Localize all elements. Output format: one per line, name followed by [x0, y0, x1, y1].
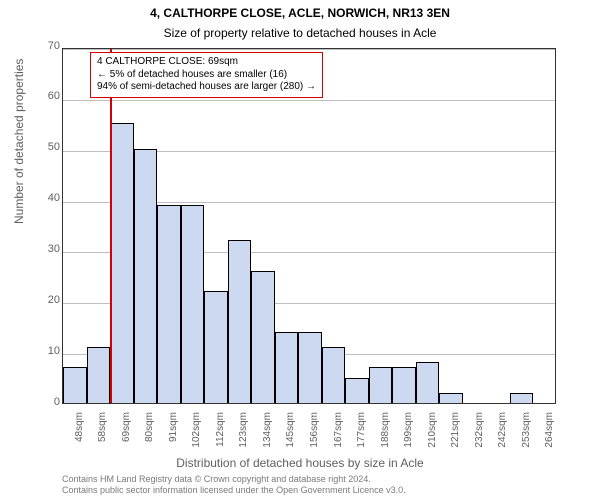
info-callout: 4 CALTHORPE CLOSE: 69sqm ← 5% of detache… — [90, 52, 323, 98]
x-tick-label: 177sqm — [356, 412, 367, 452]
histogram-bar — [510, 393, 534, 403]
gridline — [63, 100, 555, 101]
x-tick-label: 102sqm — [191, 412, 202, 452]
histogram-bar — [416, 362, 440, 403]
x-tick-label: 210sqm — [427, 412, 438, 452]
y-tick-label: 0 — [32, 396, 60, 408]
histogram-bar — [181, 205, 205, 403]
y-tick-label: 10 — [32, 345, 60, 357]
plot-area — [62, 48, 556, 404]
histogram-bar — [392, 367, 416, 403]
x-tick-label: 80sqm — [144, 412, 155, 452]
x-tick-label: 232sqm — [474, 412, 485, 452]
footer-line-2: Contains public sector information licen… — [62, 485, 406, 496]
histogram-bar — [157, 205, 181, 403]
x-tick-label: 221sqm — [450, 412, 461, 452]
x-axis-label: Distribution of detached houses by size … — [0, 456, 600, 470]
y-tick-label: 70 — [32, 40, 60, 52]
x-tick-label: 134sqm — [262, 412, 273, 452]
y-tick-label: 30 — [32, 243, 60, 255]
histogram-bar — [275, 332, 299, 403]
x-tick-label: 188sqm — [380, 412, 391, 452]
footer-line-1: Contains HM Land Registry data © Crown c… — [62, 474, 406, 485]
reference-line — [110, 49, 112, 403]
info-line-1: 4 CALTHORPE CLOSE: 69sqm — [97, 56, 316, 69]
x-tick-label: 199sqm — [403, 412, 414, 452]
x-tick-label: 264sqm — [544, 412, 555, 452]
x-tick-label: 167sqm — [333, 412, 344, 452]
x-tick-label: 91sqm — [168, 412, 179, 452]
x-tick-label: 112sqm — [215, 412, 226, 452]
histogram-bar — [87, 347, 111, 403]
histogram-bar — [228, 240, 252, 403]
histogram-bar — [63, 367, 87, 403]
x-tick-label: 48sqm — [74, 412, 85, 452]
x-tick-label: 253sqm — [521, 412, 532, 452]
info-line-3: 94% of semi-detached houses are larger (… — [97, 81, 316, 94]
histogram-bar — [322, 347, 346, 403]
histogram-bar — [369, 367, 393, 403]
x-tick-label: 69sqm — [121, 412, 132, 452]
histogram-bar — [110, 123, 134, 403]
x-tick-label: 156sqm — [309, 412, 320, 452]
x-tick-label: 145sqm — [285, 412, 296, 452]
histogram-bar — [204, 291, 228, 403]
y-axis-label: Number of detached properties — [12, 59, 26, 224]
histogram-bar — [134, 149, 158, 403]
chart-subtitle: Size of property relative to detached ho… — [0, 26, 600, 40]
histogram-bar — [298, 332, 322, 403]
histogram-bar — [345, 378, 369, 403]
histogram-bar — [251, 271, 275, 403]
chart-title: 4, CALTHORPE CLOSE, ACLE, NORWICH, NR13 … — [0, 6, 600, 20]
info-line-2: ← 5% of detached houses are smaller (16) — [97, 69, 316, 82]
gridline — [63, 49, 555, 50]
y-tick-label: 20 — [32, 294, 60, 306]
x-tick-label: 123sqm — [238, 412, 249, 452]
histogram-bar — [439, 393, 463, 403]
y-tick-label: 40 — [32, 192, 60, 204]
y-tick-label: 60 — [32, 90, 60, 102]
footer-attribution: Contains HM Land Registry data © Crown c… — [62, 474, 406, 497]
x-tick-label: 58sqm — [97, 412, 108, 452]
y-tick-label: 50 — [32, 141, 60, 153]
x-tick-label: 242sqm — [497, 412, 508, 452]
